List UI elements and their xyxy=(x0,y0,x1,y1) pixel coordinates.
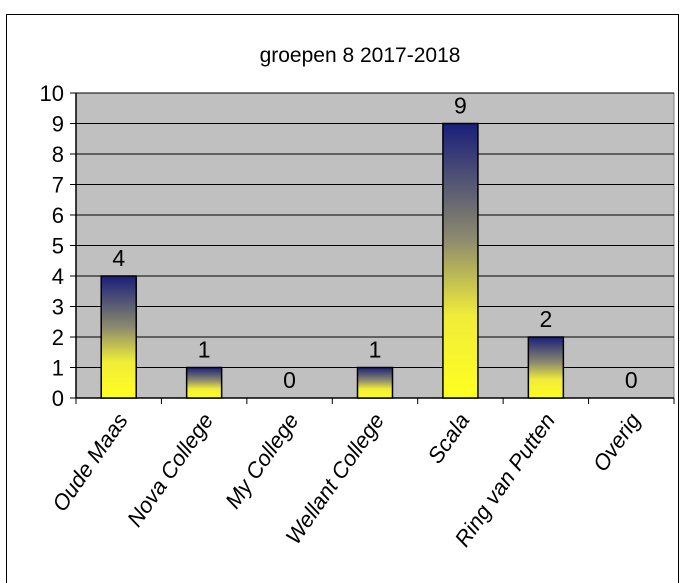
bar-ring-van-putten xyxy=(527,336,565,399)
x-tick-label: My College xyxy=(220,409,304,513)
data-label: 1 xyxy=(198,337,211,363)
chart-title: groepen 8 2017-2018 xyxy=(260,44,461,67)
x-tick-label: Scala xyxy=(422,409,474,468)
y-tick-label: 4 xyxy=(52,264,64,289)
bar-scala xyxy=(442,122,479,399)
y-tick-label: 2 xyxy=(52,325,64,350)
data-label: 1 xyxy=(369,337,382,363)
y-tick-label: 8 xyxy=(52,142,64,167)
x-tick-label: Overig xyxy=(588,408,646,476)
y-tick-label: 6 xyxy=(52,203,64,228)
bar-oude-maas xyxy=(100,275,137,399)
y-tick-label: 10 xyxy=(40,81,64,106)
x-tick-label: Nova College xyxy=(122,409,218,532)
y-tick-label: 3 xyxy=(52,295,64,320)
data-label: 2 xyxy=(539,306,552,332)
bar-wellant-college xyxy=(356,366,394,399)
x-tick-label: Oude Maas xyxy=(47,409,133,517)
y-tick-label: 9 xyxy=(52,112,64,137)
data-label: 0 xyxy=(283,367,296,393)
y-tick-label: 5 xyxy=(52,234,64,259)
y-tick-label: 1 xyxy=(52,356,64,381)
bar-nova-college xyxy=(185,366,223,399)
y-tick-label: 0 xyxy=(52,386,64,411)
y-tick-label: 7 xyxy=(52,173,64,198)
data-label: 9 xyxy=(454,93,467,119)
data-label: 0 xyxy=(625,367,638,393)
data-label: 4 xyxy=(112,245,125,271)
